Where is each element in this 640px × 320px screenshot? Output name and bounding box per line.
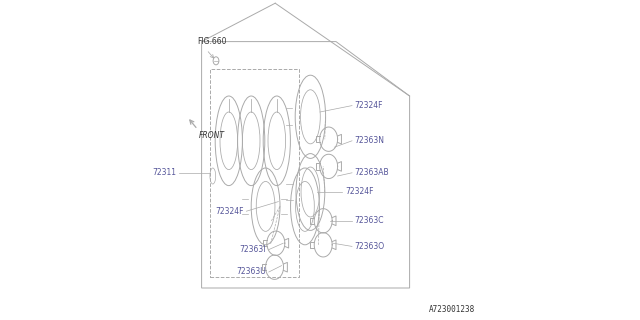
Text: 72363AB: 72363AB bbox=[355, 168, 389, 177]
Text: 72324F: 72324F bbox=[355, 101, 383, 110]
Text: 72363U: 72363U bbox=[237, 268, 266, 276]
Text: FIG.660: FIG.660 bbox=[197, 37, 227, 46]
Text: A723001238: A723001238 bbox=[429, 305, 475, 314]
Text: 72363O: 72363O bbox=[355, 242, 385, 251]
Text: 72324F: 72324F bbox=[215, 207, 244, 216]
Text: FRONT: FRONT bbox=[198, 131, 225, 140]
Text: 72363N: 72363N bbox=[355, 136, 385, 145]
Text: 72324F: 72324F bbox=[345, 188, 374, 196]
Text: 72363I: 72363I bbox=[240, 245, 266, 254]
Text: 72363C: 72363C bbox=[355, 216, 384, 225]
Text: 72311: 72311 bbox=[152, 168, 177, 177]
